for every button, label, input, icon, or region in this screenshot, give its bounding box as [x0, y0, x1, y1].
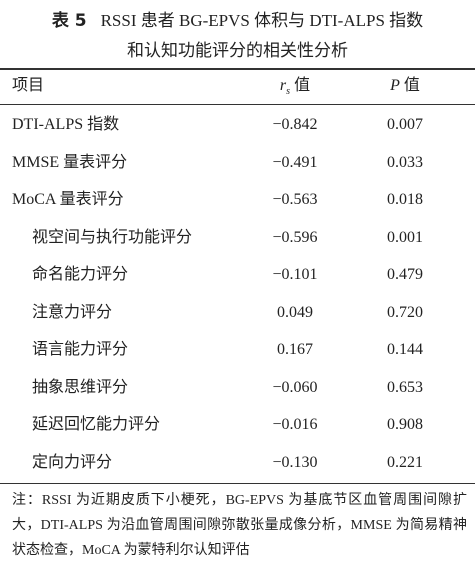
item-cell: 语言能力评分	[32, 341, 129, 358]
header-symbol: r	[279, 77, 287, 94]
rs-cell: 0.049	[277, 303, 313, 321]
table-row: 语言能力评分 0.167 0.144	[0, 332, 475, 368]
rs-cell: −0.842	[272, 116, 318, 133]
table-row: 延迟回忆能力评分 −0.016 0.908	[0, 407, 475, 443]
p-cell: 0.221	[387, 453, 423, 471]
table-row: 注意力评分 0.049 0.720	[0, 295, 475, 331]
table-row: 抽象思维评分 −0.060 0.653	[0, 370, 475, 406]
header-cell: P 值	[372, 68, 438, 104]
header-rule	[0, 104, 475, 105]
rs-cell: −0.016	[272, 416, 318, 433]
p-cell: 0.653	[387, 378, 423, 396]
title-line: RSSI 患者 BG-EPVS 体积与 DTI-ALPS 指数	[100, 11, 424, 30]
top-rule	[0, 68, 475, 70]
table-row: MoCA 量表评分 −0.563 0.018	[0, 182, 475, 218]
item-cell: 视空间与执行功能评分	[32, 228, 193, 246]
item-cell: MMSE 量表评分	[12, 153, 128, 171]
p-cell: 0.479	[387, 266, 423, 283]
p-cell: 0.001	[387, 228, 423, 246]
table-row: DTI-ALPS 指数 −0.842 0.007	[0, 107, 475, 143]
rs-cell: −0.491	[272, 153, 318, 171]
item-cell: 延迟回忆能力评分	[32, 416, 161, 433]
item-cell: 抽象思维评分	[32, 378, 129, 396]
bottom-rule	[0, 483, 475, 484]
table-note: 注：RSSI 为近期皮质下小梗死，BG-EPVS 为基底节区血管周围间隙扩大，D…	[12, 493, 467, 558]
rs-cell: −0.130	[272, 453, 318, 471]
item-cell: 定向力评分	[32, 453, 113, 471]
item-cell: DTI-ALPS 指数	[12, 116, 120, 133]
table-row: 视空间与执行功能评分 −0.596 0.001	[0, 220, 475, 256]
header-symbol: P	[390, 77, 400, 94]
header-row: 项目 rs 值 P 值	[0, 68, 475, 104]
p-cell: 0.033	[387, 153, 423, 171]
p-cell: 0.720	[387, 303, 423, 321]
rs-cell: −0.563	[272, 191, 318, 208]
item-cell: 命名能力评分	[32, 266, 129, 283]
table-row: 定向力评分 −0.130 0.221	[0, 445, 475, 481]
rs-cell: −0.596	[272, 228, 318, 246]
title-line: 和认知功能评分的相关性分析	[127, 41, 348, 60]
rs-cell: −0.060	[272, 378, 318, 396]
rs-cell: −0.101	[272, 266, 318, 283]
item-cell: 注意力评分	[32, 303, 113, 321]
table-title: 表 5 RSSI 患者 BG-EPVS 体积与 DTI-ALPS 指数 和认知功能…	[0, 6, 475, 66]
p-cell: 0.018	[387, 191, 423, 208]
header-cell: rs 值	[262, 68, 328, 110]
header-cell: 项目	[12, 77, 45, 94]
header-subscript: s	[286, 86, 291, 98]
p-cell: 0.007	[387, 116, 423, 133]
item-cell: MoCA 量表评分	[12, 191, 124, 208]
p-cell: 0.908	[387, 416, 423, 433]
p-cell: 0.144	[387, 341, 423, 358]
header-text: 值	[294, 77, 311, 94]
table-row: MMSE 量表评分 −0.491 0.033	[0, 145, 475, 181]
header-text: 值	[403, 77, 420, 94]
rs-cell: 0.167	[277, 341, 313, 358]
table-label: 表 5	[51, 11, 87, 31]
table-row: 命名能力评分 −0.101 0.479	[0, 257, 475, 293]
